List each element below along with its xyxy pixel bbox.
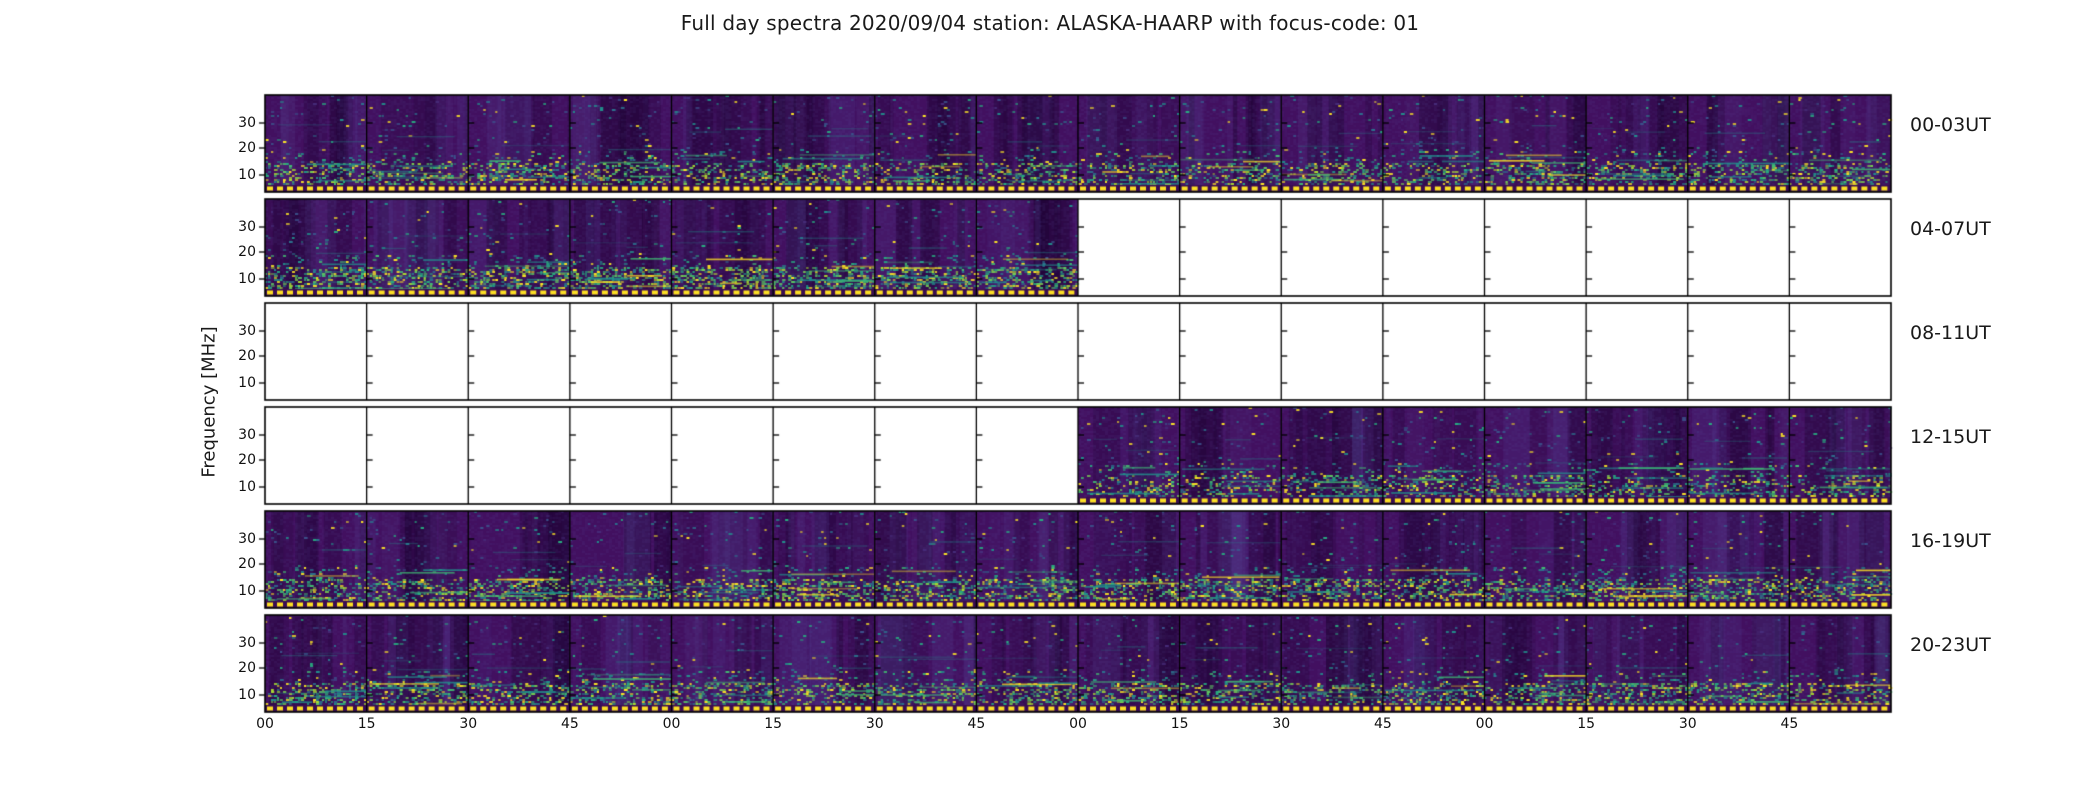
y-tick-label: 20 <box>238 244 256 260</box>
x-tick-label: 45 <box>1780 716 1799 732</box>
y-tick-label: 30 <box>238 427 256 443</box>
x-tick-label: 30 <box>459 716 478 732</box>
y-tick-label: 30 <box>238 115 256 131</box>
y-tick-label: 20 <box>238 660 256 676</box>
y-tick-label: 30 <box>238 531 256 547</box>
figure-title: Full day spectra 2020/09/04 station: ALA… <box>680 11 1420 35</box>
x-tick-label: 00 <box>1475 716 1494 732</box>
x-tick-label: 15 <box>764 716 783 732</box>
frequency-axis-label: Frequency [MHz] <box>198 326 220 478</box>
x-tick-label: 30 <box>1272 716 1291 732</box>
x-tick-label: 00 <box>662 716 681 732</box>
x-tick-label: 00 <box>1069 716 1087 732</box>
x-tick-label: 15 <box>357 716 376 732</box>
y-tick-label: 20 <box>238 556 256 572</box>
y-tick-label: 30 <box>238 219 256 235</box>
row-label-00-03UT: 00-03UT <box>1910 114 1991 136</box>
x-tick-label: 45 <box>560 716 579 732</box>
y-tick-label: 30 <box>238 635 256 651</box>
y-tick-label: 10 <box>238 687 256 703</box>
x-tick-label: 15 <box>1170 716 1189 732</box>
x-tick-label: 45 <box>1373 716 1392 732</box>
y-tick-label: 20 <box>238 140 256 156</box>
x-tick-label: 15 <box>1577 716 1596 732</box>
y-tick-label: 10 <box>238 375 256 391</box>
row-label-16-19UT: 16-19UT <box>1910 530 1991 552</box>
x-tick-label: 30 <box>1678 716 1697 732</box>
y-tick-label: 10 <box>238 167 256 183</box>
y-tick-label: 30 <box>238 323 256 339</box>
y-tick-label: 20 <box>238 452 256 468</box>
row-label-04-07UT: 04-07UT <box>1910 218 1991 240</box>
x-tick-label: 45 <box>967 716 986 732</box>
row-label-12-15UT: 12-15UT <box>1910 426 1991 448</box>
x-tick-label: 30 <box>865 716 884 732</box>
row-label-20-23UT: 20-23UT <box>1910 634 1991 656</box>
row-label-08-11UT: 08-11UT <box>1910 322 1991 344</box>
y-tick-label: 20 <box>238 348 256 364</box>
y-tick-label: 10 <box>238 583 256 599</box>
x-tick-label: 00 <box>256 716 274 732</box>
y-tick-label: 10 <box>238 479 256 495</box>
y-tick-label: 10 <box>238 271 256 287</box>
